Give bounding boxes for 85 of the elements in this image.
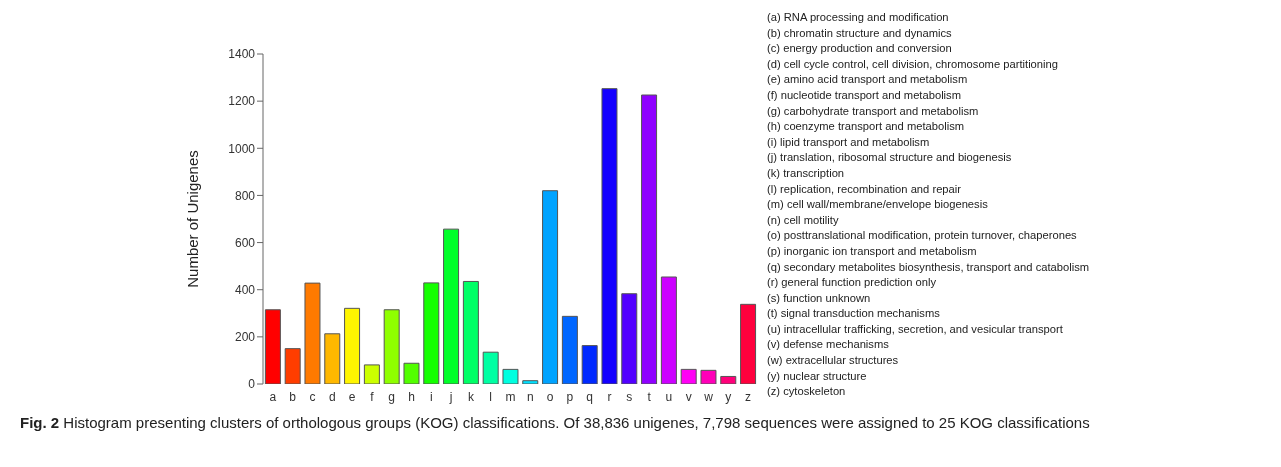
text: (y) nuclear structure [767, 368, 868, 384]
x-tick-label: b [289, 389, 297, 404]
bar [324, 333, 341, 384]
caption: Fig. 2 Histogram presenting clusters of orthologous groups (KOG) classifications. Of 38,836 unigenes, 7,798 sequences were assigned to 25 KOG classifications [20, 413, 1091, 433]
x-tick-label: n [526, 389, 534, 404]
x-tick-label: j [448, 389, 453, 404]
y-tick-label: 200 [234, 330, 256, 345]
x-tick-label: o [546, 389, 554, 404]
bar [680, 368, 697, 384]
x-tick-label: i [429, 389, 433, 404]
bar [660, 276, 677, 384]
bar [284, 348, 301, 384]
text: (b) chromatin structure and dynamics [767, 25, 953, 41]
x-tick-label: r [607, 389, 612, 404]
text: (g) carbohydrate transport and metabolism [767, 103, 980, 119]
text: (w) extracellular structures [767, 353, 900, 369]
x-tick-label: e [348, 389, 356, 404]
text: (c) energy production and conversion [767, 41, 953, 57]
text: (q) secondary metabolites biosynthesis, transport and catabolism [767, 259, 1090, 275]
bar [502, 368, 519, 384]
bar [482, 351, 499, 384]
x-tick-label: g [388, 389, 396, 404]
text: (h) coenzyme transport and metabolism [767, 119, 966, 135]
bar [561, 315, 578, 384]
text: (z) cytoskeleton [767, 384, 847, 400]
bar [621, 293, 638, 384]
bar [264, 309, 281, 384]
bar [641, 94, 658, 384]
bar [740, 303, 757, 384]
text: (j) translation, ribosomal structure and biogenesis [767, 150, 1013, 166]
text: (v) defense mechanisms [767, 337, 890, 353]
y-tick-label: 1200 [228, 94, 256, 109]
text: (s) function unknown [767, 290, 872, 306]
bar [363, 364, 380, 384]
text: (e) amino acid transport and metabolism [767, 72, 969, 88]
x-tick-label: p [566, 389, 574, 404]
y-tick-label: 1000 [228, 141, 256, 156]
y-tick-label: 0 [248, 377, 256, 392]
y-tick-label: 800 [234, 188, 256, 203]
x-tick-label: d [328, 389, 336, 404]
text: (k) transcription [767, 165, 846, 181]
x-tick-label: y [725, 389, 732, 404]
bar [443, 228, 460, 384]
x-tick-label: s [626, 389, 633, 404]
y-tick-label: 1400 [228, 47, 256, 62]
x-tick-label: w [703, 389, 714, 404]
text: (o) posttranslational modification, protein turnover, chaperones [767, 228, 1078, 244]
x-tick-label: q [586, 389, 594, 404]
x-tick-label: t [647, 389, 652, 404]
y-tick-label: 400 [234, 282, 256, 297]
text: (n) cell motility [767, 212, 840, 228]
text: (f) nucleotide transport and metabolism [767, 87, 962, 103]
bar [423, 282, 440, 384]
text: (m) cell wall/membrane/envelope biogenesis [767, 197, 989, 213]
bar [542, 190, 559, 384]
x-tick-label: u [665, 389, 673, 404]
x-tick-label: l [489, 389, 493, 404]
text: (i) lipid transport and metabolism [767, 134, 931, 150]
x-tick-label: k [467, 389, 475, 404]
x-tick-label: h [408, 389, 415, 404]
text: (r) general function prediction only [767, 275, 938, 291]
text: (p) inorganic ion transport and metabolism [767, 243, 978, 259]
y-axis-title: Number of Unigenes [184, 150, 202, 288]
x-tick-label: m [505, 389, 516, 404]
text: (t) signal transduction mechanisms [767, 306, 941, 322]
x-tick-label: a [269, 389, 277, 404]
x-tick-label: v [685, 389, 692, 404]
bar [522, 380, 539, 384]
bar [403, 362, 420, 384]
y-tick-label: 600 [234, 235, 256, 250]
x-tick-label: c [309, 389, 316, 404]
bar [462, 280, 479, 384]
bar [383, 309, 400, 384]
text: (u) intracellular trafficking, secretion, and vesicular transport [767, 321, 1064, 337]
bar [344, 307, 361, 384]
text: (l) replication, recombination and repair [767, 181, 962, 197]
bar [304, 282, 321, 384]
text: (d) cell cycle control, cell division, chromosome partitioning [767, 56, 1059, 72]
bar [581, 345, 598, 384]
x-tick-label: z [745, 389, 752, 404]
text: (a) RNA processing and modification [767, 10, 950, 25]
bar [720, 375, 737, 384]
bar [601, 88, 618, 384]
x-tick-label: f [370, 389, 375, 404]
bar [700, 369, 717, 384]
